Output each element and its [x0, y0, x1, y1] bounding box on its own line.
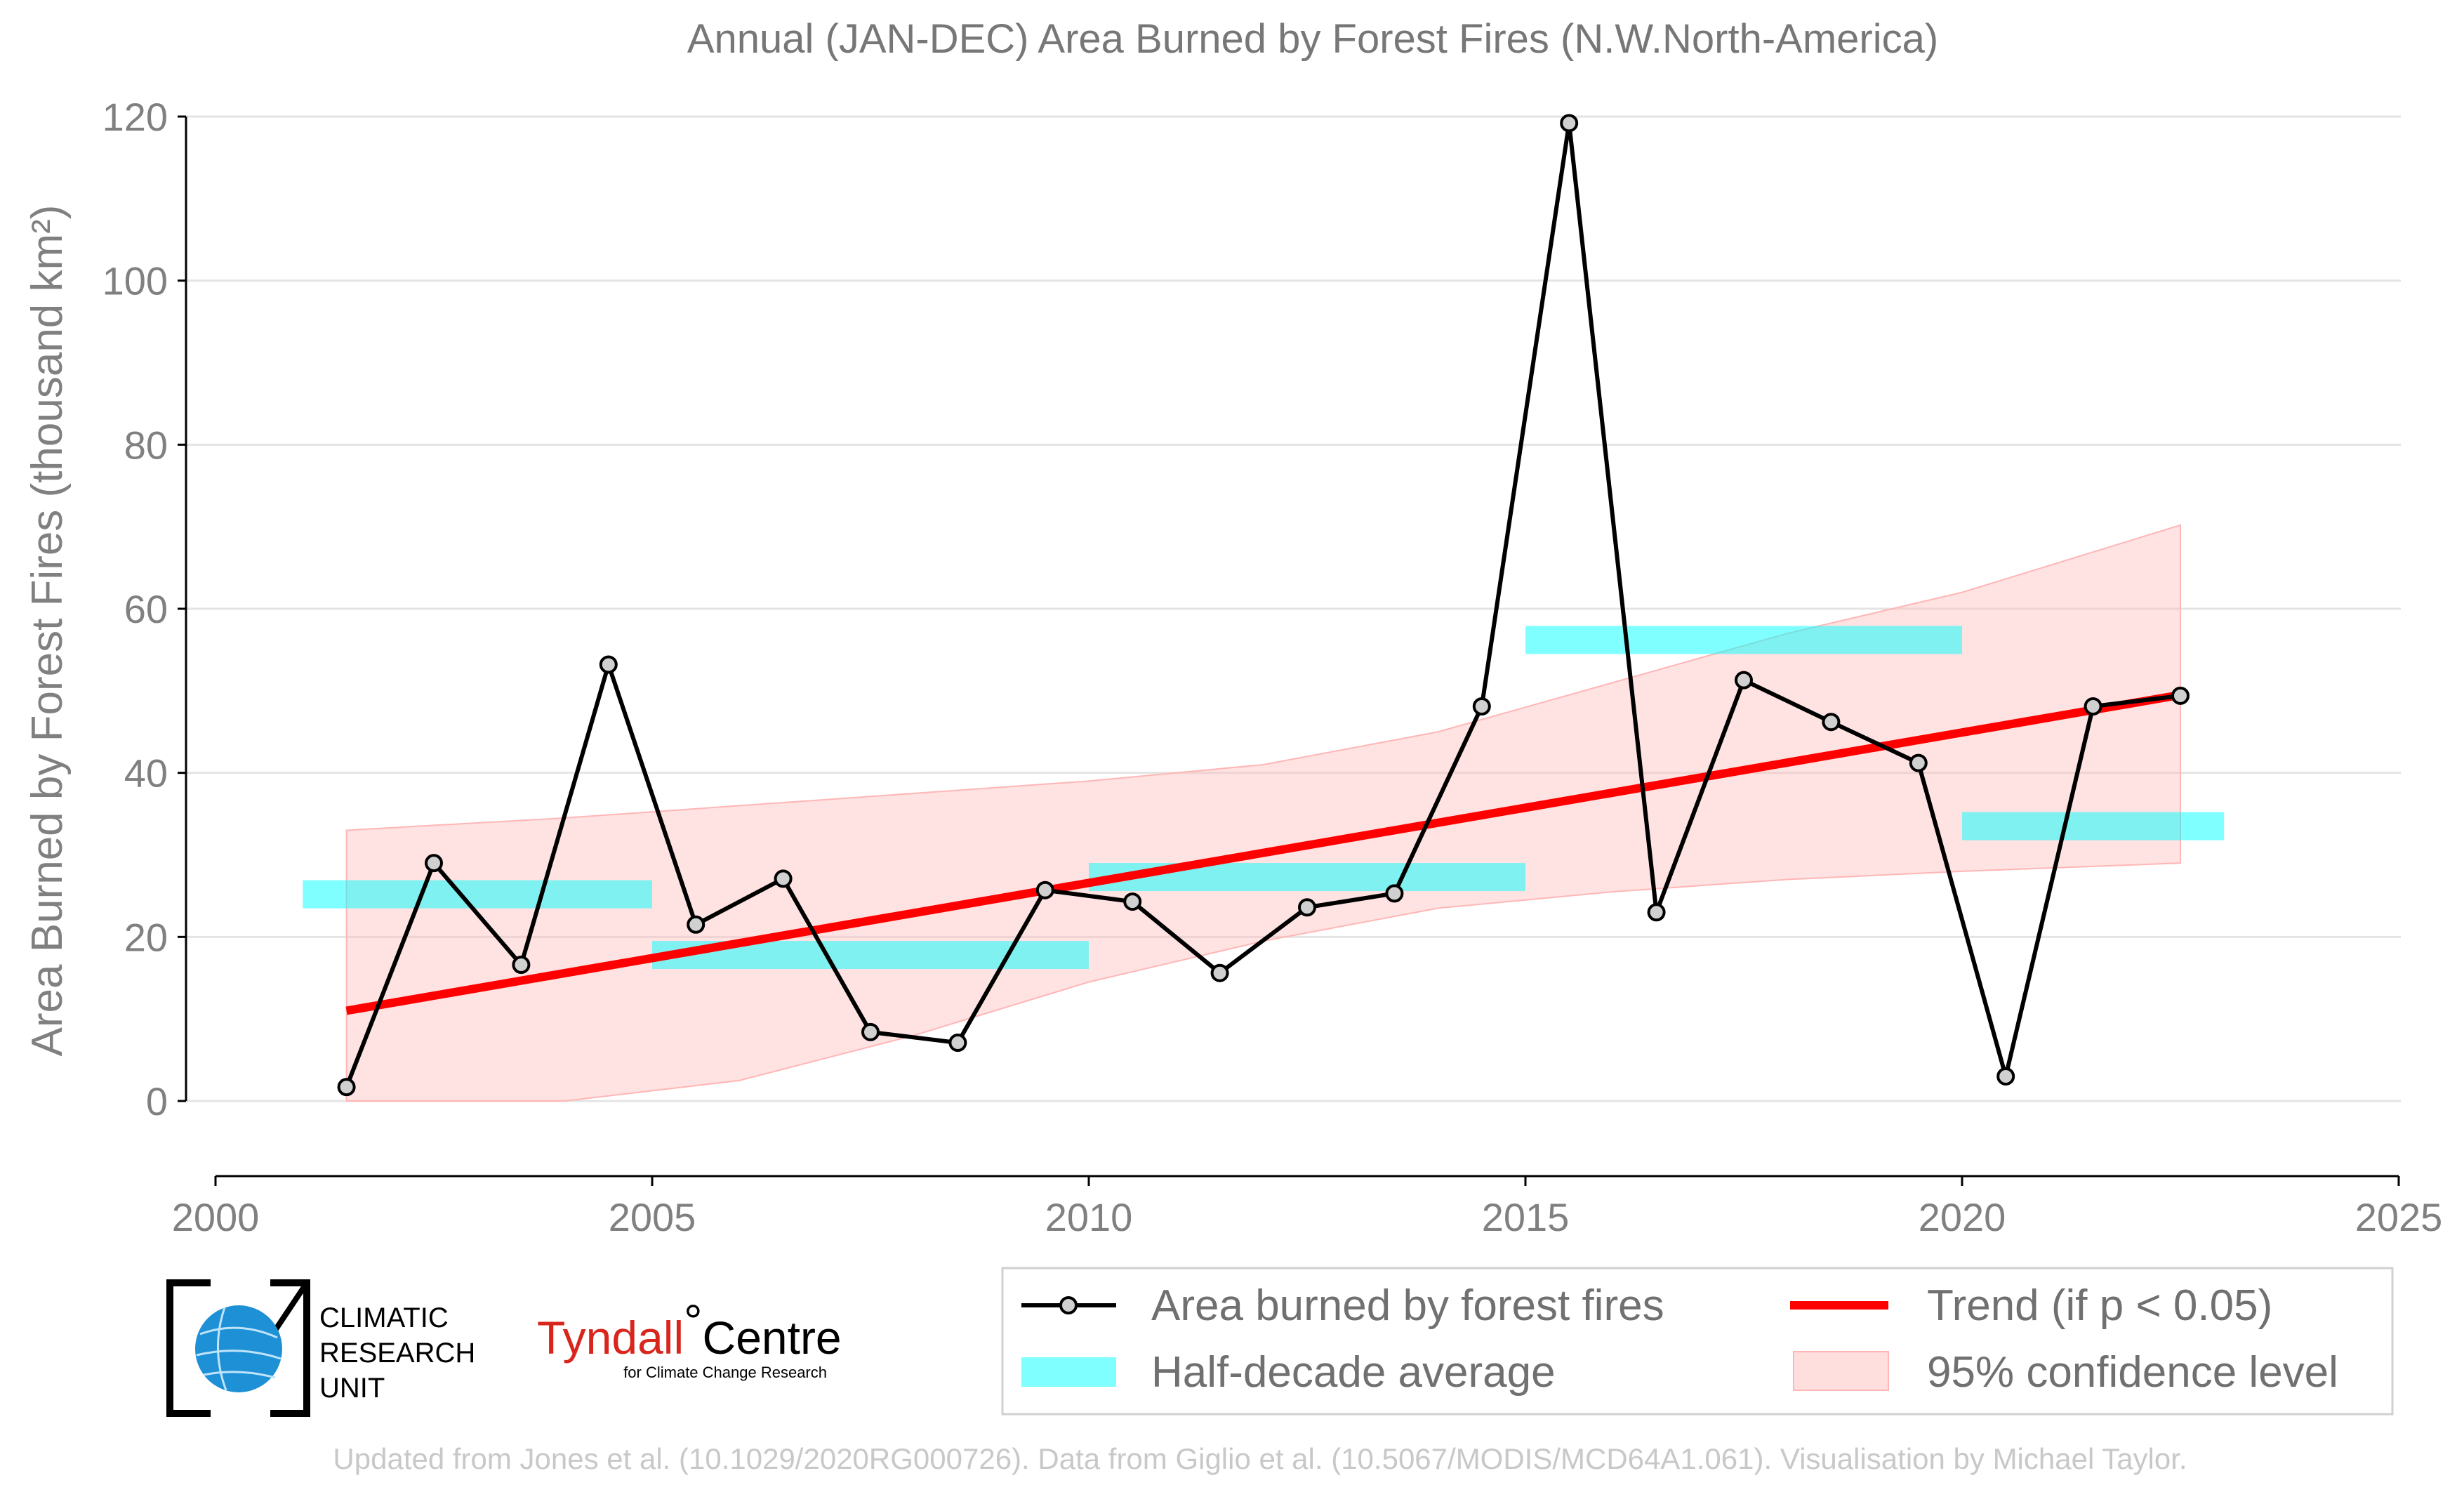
- legend-label-half-decade: Half-decade average: [1151, 1348, 1556, 1397]
- data-point-2012.5: [1298, 898, 1316, 917]
- legend-label-confidence: 95% confidence level: [1927, 1348, 2338, 1397]
- data-point-2008.5: [948, 1034, 967, 1053]
- tyndall-logo: Tyndall°Centre for Climate Change Resear…: [537, 1295, 842, 1381]
- data-point-2007.5: [861, 1022, 880, 1041]
- data-point-2015.5: [1560, 114, 1579, 133]
- data-point-2009.5: [1035, 881, 1054, 899]
- cru-logo-right-bracket: [270, 1279, 310, 1417]
- cru-logo-left-bracket: [166, 1279, 211, 1417]
- y-tick-label-0: 0: [146, 1079, 168, 1123]
- data-point-2010.5: [1123, 892, 1142, 911]
- legend-swatch-confidence: [1793, 1351, 1889, 1391]
- tyndall-logo-main: Tyndall: [537, 1312, 684, 1364]
- data-point-2022.5: [2171, 686, 2190, 705]
- legend-box: [1001, 1267, 2394, 1416]
- x-tick-label-2000: 2000: [172, 1195, 260, 1239]
- half-decade-bar-4: [1962, 812, 2225, 840]
- footer-credit: Updated from Jones et al. (10.1029/2020R…: [333, 1442, 2187, 1475]
- tyndall-logo-degree: °: [684, 1295, 702, 1347]
- cru-logo: CLIMATIC RESEARCH UNIT: [166, 1279, 475, 1417]
- x-tick-label-2010: 2010: [1045, 1195, 1133, 1239]
- confidence-band-area: [345, 524, 2181, 1102]
- data-point-2004.5: [599, 655, 618, 674]
- legend: Area burned by forest fires Trend (if p …: [1001, 1267, 2394, 1416]
- legend-label-area-burned: Area burned by forest fires: [1151, 1281, 1664, 1330]
- data-point-2019.5: [1909, 753, 1928, 772]
- series-line-area-burned: [344, 121, 2181, 1088]
- half-decade-bar-3: [1525, 626, 1962, 654]
- y-tick-label-40: 40: [124, 751, 168, 796]
- x-tick-label-2005: 2005: [609, 1195, 696, 1239]
- data-point-2020.5: [1996, 1067, 2015, 1086]
- data-point-2006.5: [774, 869, 793, 888]
- cru-logo-line-1: CLIMATIC: [319, 1303, 449, 1333]
- cru-logo-line-3: UNIT: [319, 1373, 385, 1404]
- y-tick-label-60: 60: [124, 587, 168, 631]
- globe-icon-lines: [196, 1307, 281, 1391]
- tyndall-logo-title: Tyndall°Centre: [537, 1295, 842, 1364]
- data-point-2021.5: [2084, 697, 2102, 716]
- data-point-2002.5: [425, 854, 443, 873]
- y-tick-label-120: 120: [102, 95, 168, 139]
- data-point-2017.5: [1735, 671, 1753, 690]
- data-point-2013.5: [1385, 884, 1404, 903]
- trend-line-group: [345, 690, 2182, 1015]
- x-tick-label-2020: 2020: [1919, 1195, 2006, 1239]
- half-decade-bar-2: [1089, 863, 1525, 892]
- confidence-band: [345, 524, 2181, 1102]
- grid-lines: [186, 115, 2401, 1102]
- y-tick-label-80: 80: [124, 423, 168, 467]
- y-tick-label-20: 20: [124, 915, 168, 959]
- legend-swatch-half-decade: [1021, 1357, 1116, 1387]
- trend-line: [345, 690, 2182, 1015]
- half-decade-bar-0: [303, 880, 652, 909]
- tyndall-logo-centre: Centre: [703, 1312, 842, 1364]
- cru-logo-line-2: RESEARCH: [319, 1338, 475, 1369]
- tyndall-logo-subtitle: for Climate Change Research: [623, 1364, 827, 1381]
- data-point-2016.5: [1647, 903, 1666, 922]
- data-point-2005.5: [687, 915, 706, 934]
- data-point-2018.5: [1822, 713, 1841, 732]
- x-tick-label-2015: 2015: [1482, 1195, 1570, 1239]
- axes: 0 20 40 60 80 100 120 2000 2005 2010 2015 2020 2025: [102, 95, 2443, 1239]
- y-tick-label-100: 100: [102, 259, 168, 303]
- legend-label-trend: Trend (if p < 0.05): [1927, 1281, 2272, 1330]
- data-point-2014.5: [1472, 697, 1491, 716]
- x-tick-label-2025: 2025: [2355, 1195, 2443, 1239]
- legend-swatch-marker: [1059, 1296, 1078, 1314]
- data-point-2001.5: [337, 1078, 356, 1097]
- data-point-2003.5: [512, 956, 531, 975]
- globe-icon: [195, 1305, 282, 1392]
- data-series: [337, 114, 2190, 1097]
- chart-title: Annual (JAN-DEC) Area Burned by Forest F…: [687, 16, 1938, 62]
- y-axis-label: Area Burned by Forest Fires (thousand km…: [23, 205, 72, 1057]
- data-point-2011.5: [1210, 963, 1229, 982]
